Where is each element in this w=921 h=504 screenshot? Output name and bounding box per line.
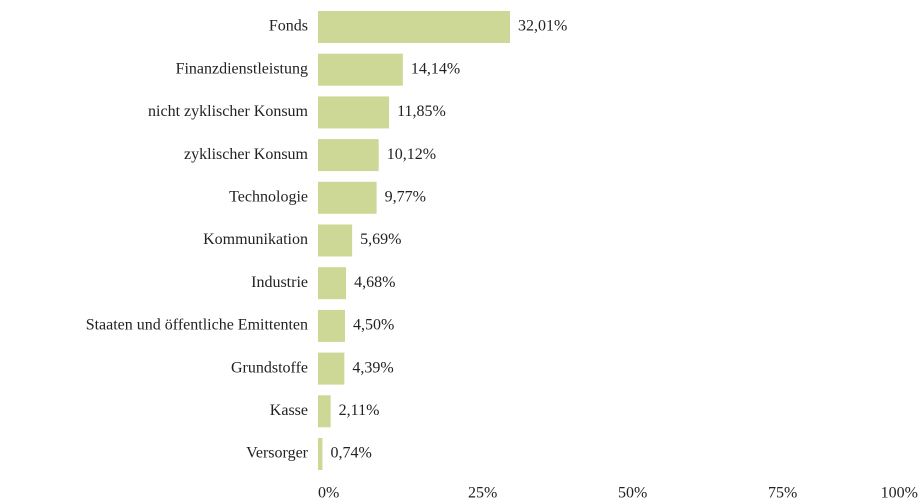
- bar: [318, 352, 345, 385]
- x-tick-label: 0%: [318, 485, 339, 502]
- value-label: 2,11%: [339, 402, 380, 419]
- bar: [318, 53, 403, 86]
- bar: [318, 181, 377, 214]
- value-label: 14,14%: [411, 60, 460, 77]
- category-label: nicht zyklischer Konsum: [148, 103, 309, 120]
- category-label: Fonds: [269, 18, 308, 35]
- value-label: 10,12%: [387, 146, 436, 163]
- value-label: 32,01%: [518, 18, 567, 35]
- value-label: 4,50%: [353, 317, 394, 334]
- bar: [318, 395, 331, 428]
- bar: [318, 224, 353, 257]
- category-label: Kasse: [270, 402, 308, 419]
- category-label: Versorger: [246, 445, 309, 462]
- value-label: 5,69%: [360, 231, 401, 248]
- category-label: Grundstoffe: [231, 359, 308, 376]
- category-label: Finanzdienstleistung: [176, 60, 308, 77]
- bar: [318, 139, 379, 172]
- bar: [318, 267, 347, 300]
- x-tick-label: 50%: [618, 485, 647, 502]
- category-label: Industrie: [251, 274, 308, 291]
- x-tick-label: 100%: [881, 485, 918, 502]
- category-label: zyklischer Konsum: [184, 146, 309, 163]
- bar: [318, 11, 511, 43]
- bar: [318, 96, 390, 129]
- category-label: Kommunikation: [203, 231, 308, 248]
- value-label: 0,74%: [330, 445, 371, 462]
- bar: [318, 309, 345, 342]
- bar: [318, 438, 323, 470]
- x-tick-label: 25%: [468, 485, 497, 502]
- x-tick-label: 75%: [768, 485, 797, 502]
- category-label: Technologie: [229, 188, 308, 205]
- category-label: Staaten und öffentliche Emittenten: [86, 317, 308, 334]
- value-label: 9,77%: [385, 188, 426, 205]
- value-label: 11,85%: [397, 103, 446, 120]
- value-label: 4,39%: [352, 359, 393, 376]
- value-label: 4,68%: [354, 274, 395, 291]
